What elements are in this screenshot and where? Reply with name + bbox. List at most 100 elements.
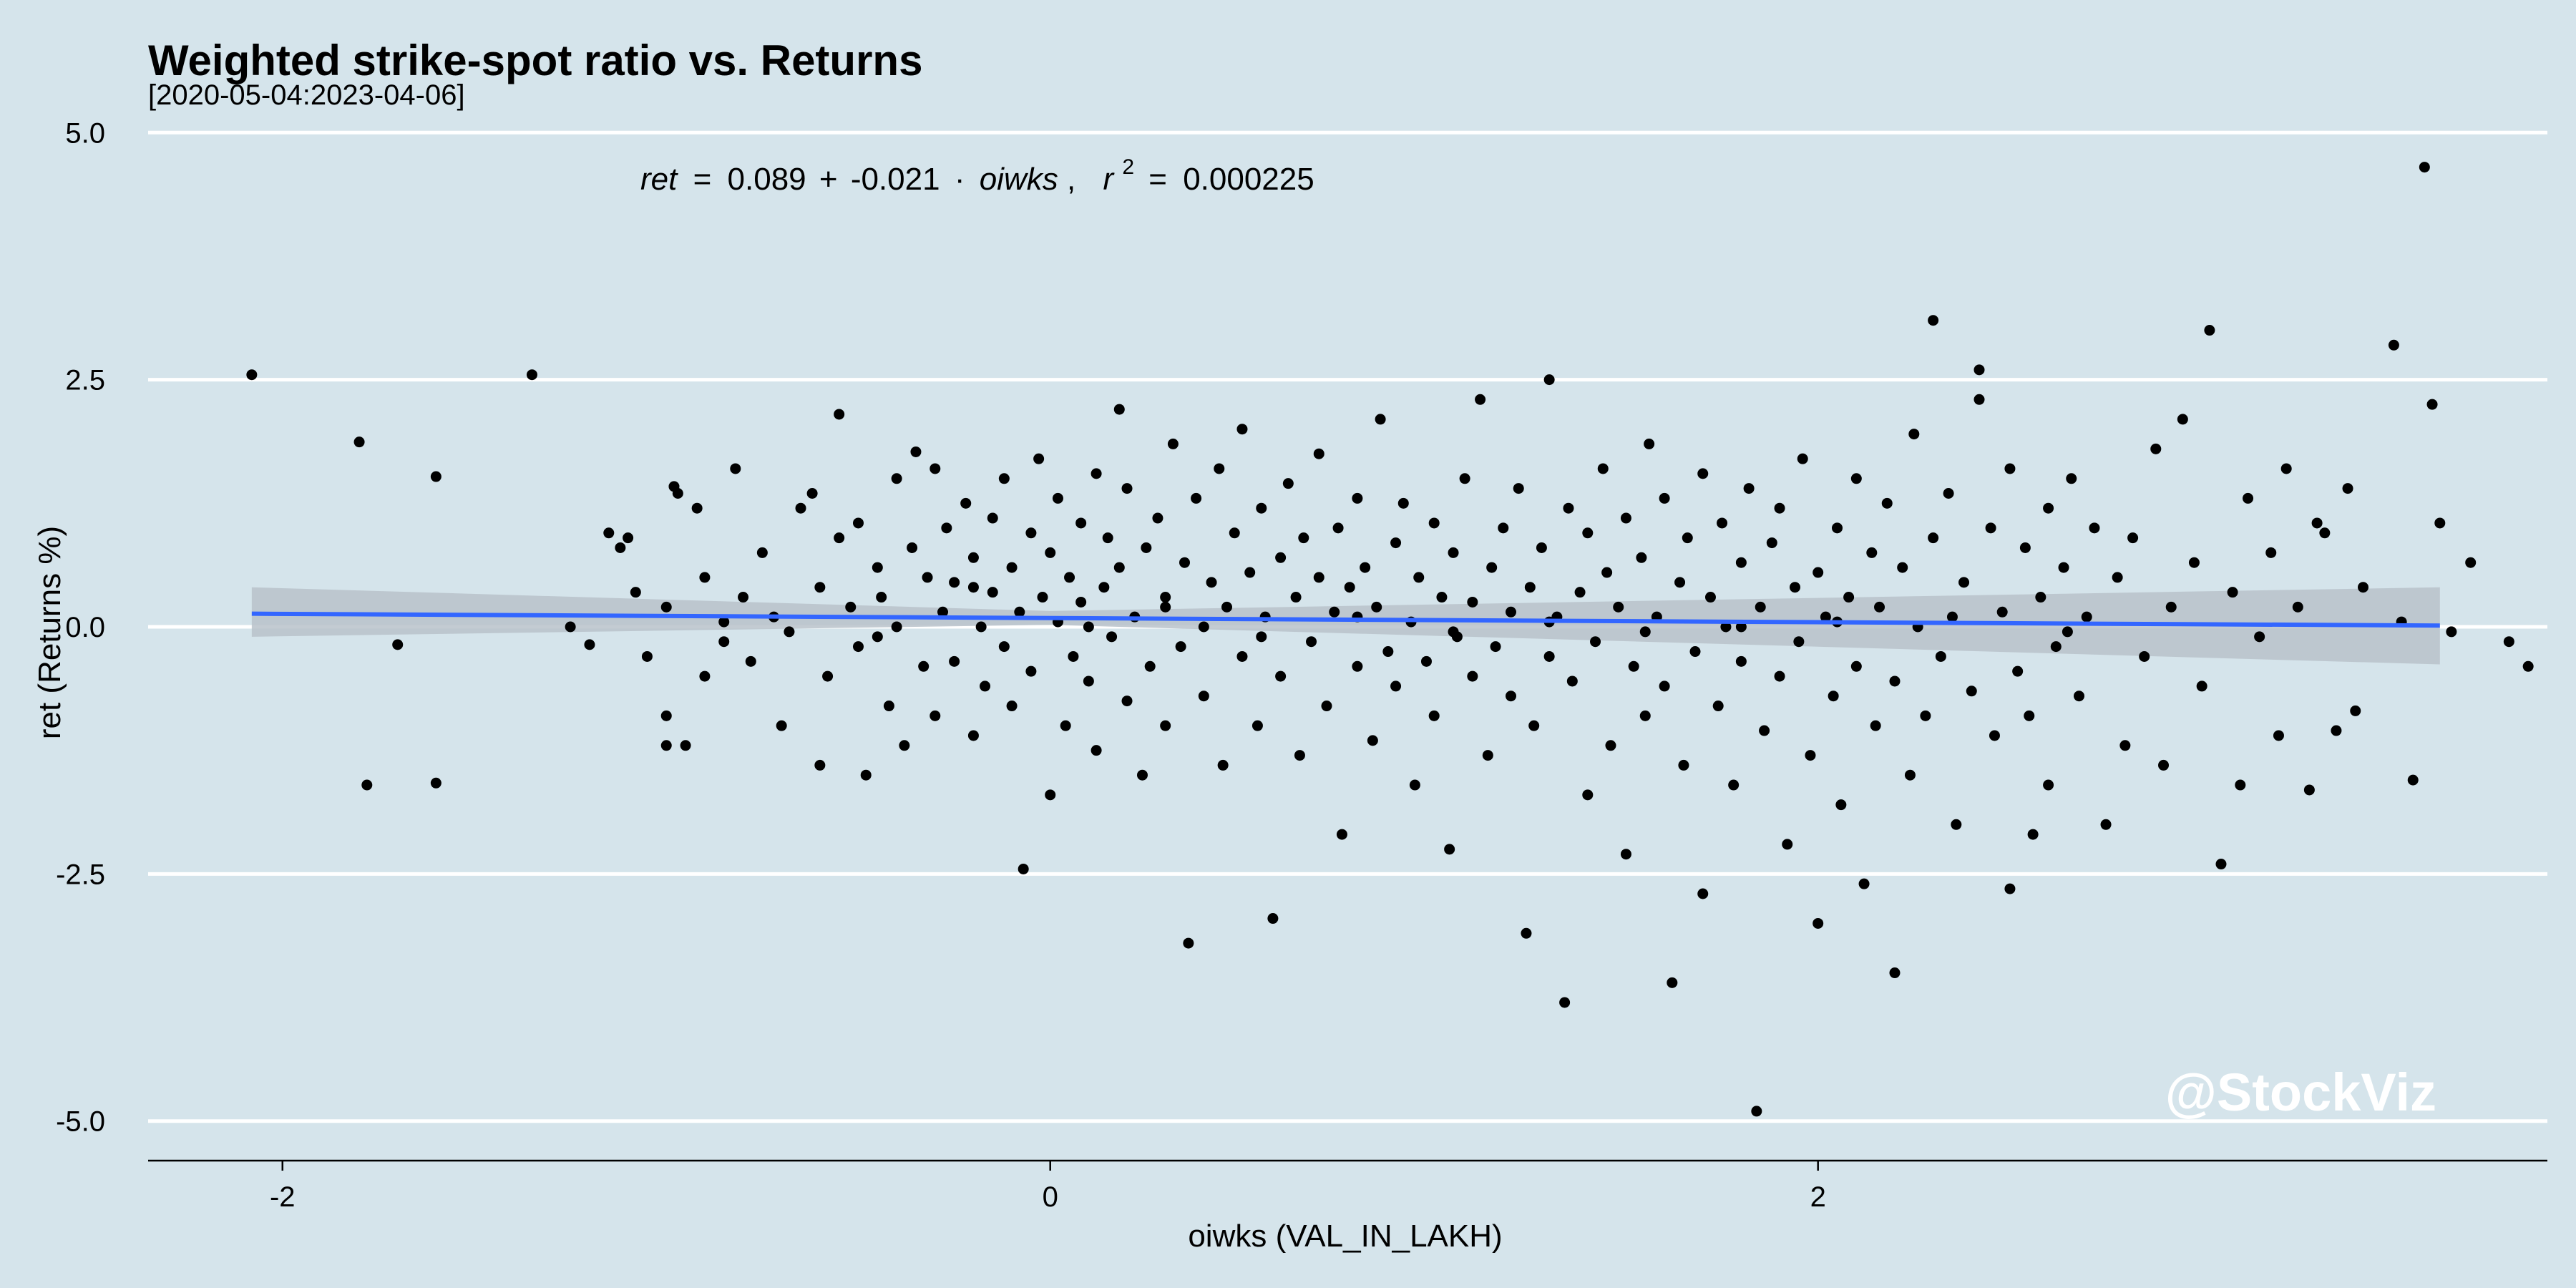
data-point-44: [899, 740, 910, 751]
x-tick-label-1: 0: [1043, 1181, 1058, 1213]
data-point-243: [1974, 364, 1985, 376]
regression-equation: ret = 0.089 + -0.021 · oiwks , r 2 = 0.0…: [640, 146, 1314, 197]
data-point-30: [806, 488, 818, 499]
data-point-114: [1256, 502, 1267, 514]
data-point-305: [872, 631, 883, 643]
data-point-61: [987, 587, 998, 598]
data-point-284: [2303, 784, 2315, 796]
data-point-73: [1045, 547, 1056, 558]
data-point-97: [1160, 720, 1171, 731]
data-point-236: [1928, 532, 1939, 544]
data-point-82: [1091, 468, 1102, 479]
data-point-309: [1256, 631, 1267, 643]
data-point-268: [2150, 443, 2162, 454]
data-point-249: [2004, 463, 2016, 474]
data-point-297: [2446, 626, 2457, 638]
data-point-133: [1360, 562, 1371, 573]
data-point-191: [1678, 759, 1689, 771]
data-point-46: [910, 446, 922, 457]
data-point-190: [1674, 577, 1686, 588]
data-point-102: [1191, 492, 1202, 504]
data-point-22: [730, 463, 741, 474]
data-point-20: [718, 616, 730, 628]
data-point-301: [565, 621, 576, 633]
data-point-206: [1759, 725, 1770, 736]
data-point-244: [1974, 394, 1985, 405]
data-point-257: [2050, 641, 2062, 653]
data-point-304: [814, 759, 826, 771]
data-point-9: [615, 542, 626, 553]
confidence-band: [251, 587, 2440, 665]
data-point-235: [1920, 710, 1931, 721]
data-point-18: [691, 502, 703, 514]
data-point-212: [1793, 636, 1805, 648]
data-point-180: [1620, 849, 1631, 860]
data-point-87: [1113, 404, 1125, 415]
data-point-193: [1689, 646, 1701, 658]
data-point-116: [1267, 913, 1279, 924]
data-point-146: [1428, 710, 1440, 721]
y-tick-label-2: 0.0: [65, 612, 105, 643]
data-point-250: [2012, 665, 2024, 677]
data-point-209: [1774, 502, 1785, 514]
data-point-25: [756, 547, 768, 558]
data-point-199: [1720, 621, 1732, 633]
data-point-181: [1620, 512, 1631, 524]
data-point-153: [1467, 596, 1478, 608]
data-point-272: [2188, 557, 2200, 568]
data-point-19: [699, 572, 711, 583]
data-point-228: [1881, 497, 1893, 509]
data-point-63: [998, 473, 1010, 484]
data-point-10: [623, 532, 634, 544]
data-point-80: [1075, 596, 1087, 608]
y-tick-label-3: -2.5: [56, 859, 105, 890]
data-point-220: [1835, 799, 1847, 811]
data-point-277: [2235, 779, 2246, 791]
data-point-298: [2465, 557, 2477, 568]
data-point-157: [1490, 641, 1501, 653]
data-point-11: [641, 650, 653, 662]
data-point-17: [672, 488, 683, 499]
data-point-41: [883, 701, 894, 712]
data-point-138: [1390, 537, 1402, 549]
regression-line: [251, 611, 2440, 628]
data-point-35: [845, 601, 857, 613]
data-point-281: [2273, 730, 2284, 741]
data-point-276: [2227, 587, 2238, 598]
data-point-39: [872, 562, 883, 573]
data-point-14: [680, 740, 691, 751]
chart-title: Weighted strike-spot ratio vs. Returns: [148, 36, 922, 84]
data-point-300: [2522, 660, 2534, 672]
data-point-176: [1597, 463, 1609, 474]
data-point-111: [1236, 424, 1248, 435]
data-point-108: [1221, 601, 1233, 613]
data-point-89: [1121, 696, 1133, 707]
data-point-256: [2043, 779, 2054, 791]
data-point-221: [1843, 592, 1855, 603]
data-point-132: [1352, 492, 1363, 504]
data-point-261: [2081, 611, 2092, 623]
data-point-245: [1985, 522, 1996, 534]
data-point-172: [1574, 587, 1586, 598]
data-point-86: [1106, 631, 1118, 643]
data-point-279: [2254, 631, 2265, 643]
data-point-88: [1113, 562, 1125, 573]
data-point-278: [2243, 492, 2254, 504]
data-point-124: [1313, 448, 1324, 459]
data-point-207: [1766, 537, 1777, 549]
data-point-125: [1313, 572, 1324, 583]
data-point-313: [1639, 626, 1651, 638]
data-point-40: [876, 592, 887, 603]
data-point-126: [1321, 701, 1332, 712]
data-point-113: [1252, 720, 1263, 731]
data-point-27: [776, 720, 787, 731]
data-point-94: [1144, 660, 1156, 672]
data-point-95: [1152, 512, 1163, 524]
data-point-178: [1605, 740, 1616, 751]
data-point-252: [2024, 710, 2035, 721]
data-point-241: [1958, 577, 1970, 588]
data-point-294: [2419, 162, 2430, 173]
data-point-110: [1236, 650, 1248, 662]
data-point-248: [2004, 883, 2016, 894]
data-point-104: [1198, 691, 1209, 702]
